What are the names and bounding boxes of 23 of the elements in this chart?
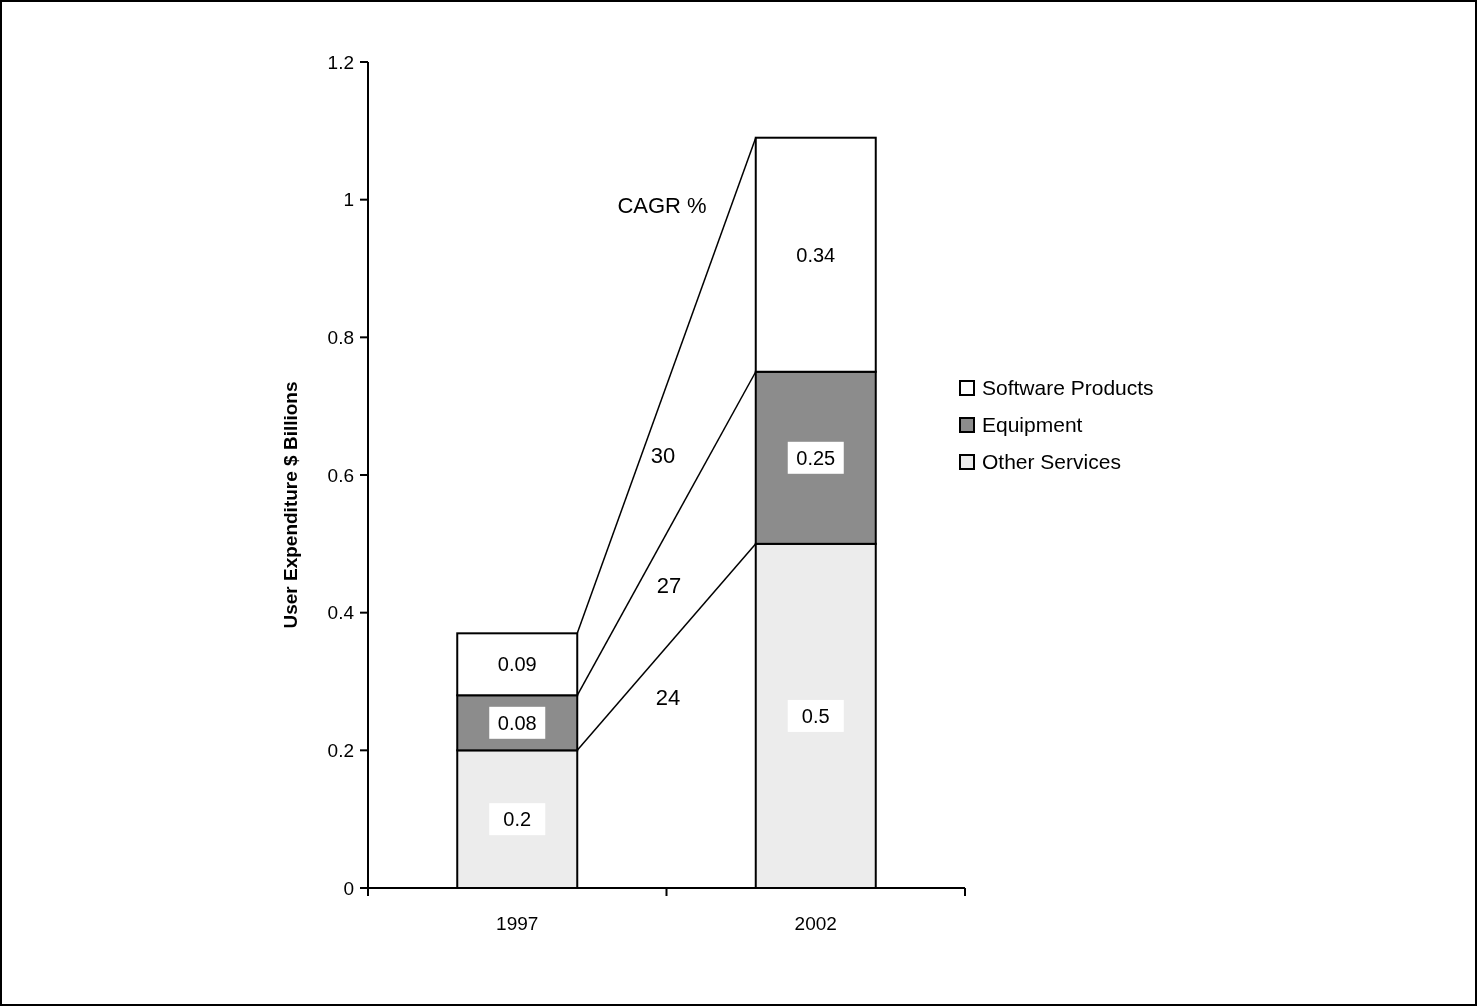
annotation: CAGR % <box>617 192 707 218</box>
legend-label: Equipment <box>982 413 1083 437</box>
y-tick-label: 0 <box>343 877 354 899</box>
annotation: 30 <box>650 442 676 468</box>
annotation: 27 <box>656 572 682 598</box>
x-tick-label: 2002 <box>794 912 837 934</box>
data-label: 0.25 <box>796 446 836 469</box>
data-label: 0.2 <box>503 808 532 831</box>
data-label: 0.09 <box>497 653 537 676</box>
y-tick-label: 0.8 <box>327 326 354 348</box>
y-tick-label: 0.2 <box>327 739 354 761</box>
data-label: 0.08 <box>497 711 537 734</box>
y-tick-label: 1 <box>343 189 354 211</box>
y-axis-title: User Expenditure $ Billions <box>279 381 301 629</box>
annotation: 24 <box>655 684 681 710</box>
legend-label: Software Products <box>982 376 1154 400</box>
data-label: 0.34 <box>796 243 836 266</box>
y-tick-label: 0.4 <box>327 602 355 624</box>
legend-label: Other Services <box>982 450 1121 474</box>
data-label: 0.5 <box>801 704 830 727</box>
y-tick-label: 1.2 <box>327 51 354 73</box>
y-tick-label: 0.6 <box>327 464 354 486</box>
x-tick-label: 1997 <box>496 912 539 934</box>
